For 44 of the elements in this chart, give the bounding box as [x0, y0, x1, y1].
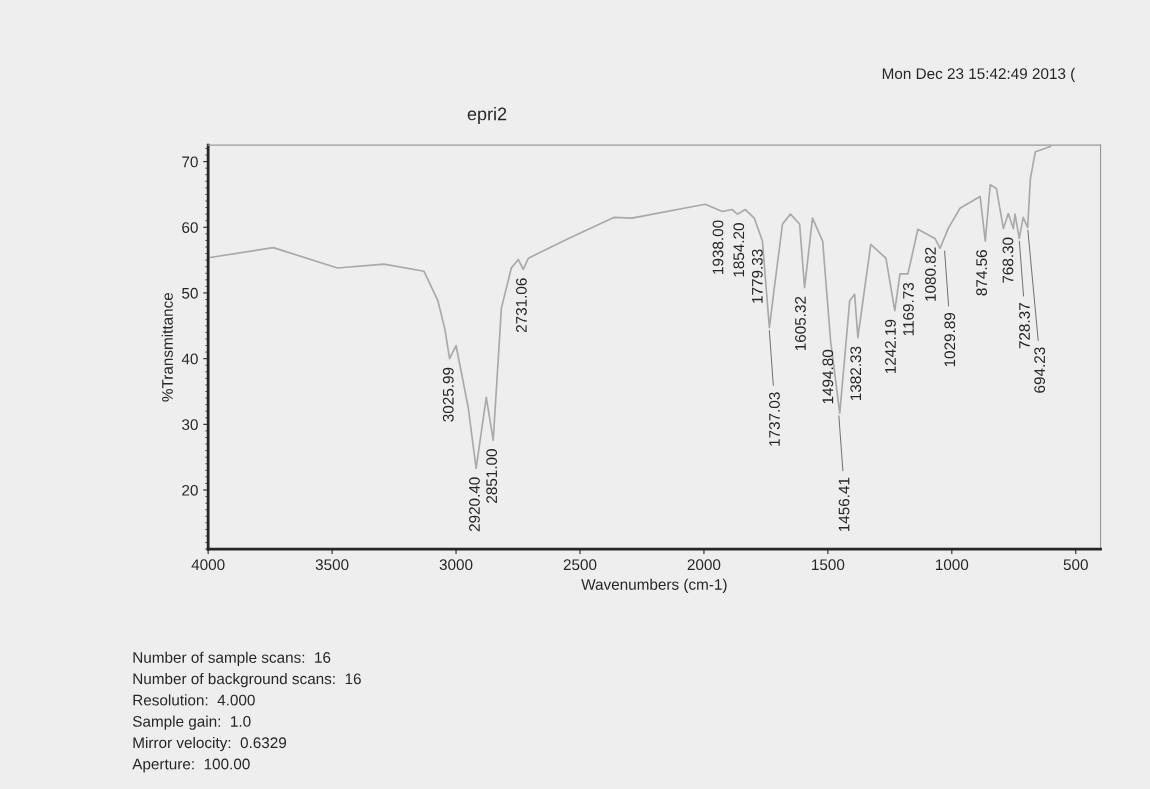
annotation: 768.30 [1002, 237, 1014, 283]
text: Aperture: 100.00 [132, 758, 250, 773]
x-tick-label: 4000 [191, 559, 225, 571]
annotation: 2731.06 [515, 278, 527, 333]
annotation: 1737.03 [769, 392, 780, 446]
text: Sample gain: 1.0 [132, 715, 251, 730]
x-tick-label: 2500 [563, 559, 597, 571]
annotation: 1169.73 [903, 282, 914, 336]
x-tick-label: 2000 [687, 559, 721, 571]
y-tick-label: 60 [182, 222, 198, 233]
chart-title: epri2 [467, 107, 507, 124]
text: Resolution: 4.000 [133, 694, 255, 706]
x-tick-label: 3000 [439, 559, 473, 571]
annotation: 1779.33 [751, 249, 763, 303]
x-tick-label: 3500 [315, 559, 349, 571]
annotation: 694.23 [1034, 347, 1046, 393]
annotation: 1382.33 [850, 346, 862, 401]
text: Number of sample scans: 16 [133, 651, 331, 666]
annotation: 1605.32 [795, 296, 806, 351]
annotation: 1242.19 [885, 319, 896, 374]
annotation: 874.56 [976, 250, 988, 296]
y-tick-label: 70 [182, 156, 198, 168]
y-tick-label: 40 [181, 353, 198, 365]
annotation: 1029.89 [944, 312, 956, 367]
text: Mon Dec 23 15:42:49 2013 ( [882, 67, 1076, 83]
annotation: 1456.41 [838, 477, 850, 532]
annotation: 3025.99 [442, 367, 454, 422]
text: Mirror velocity: 0.6329 [133, 736, 287, 752]
y-tick-label: 50 [182, 287, 198, 299]
y-tick-label: 30 [182, 419, 198, 431]
annotation: 1080.82 [925, 247, 936, 301]
y-axis-title: %Transmittance [161, 292, 173, 402]
text: Number of background scans: 16 [133, 673, 361, 688]
annotation: 1938.00 [712, 220, 724, 274]
x-axis-title: Wavenumbers (cm-1) [581, 578, 727, 593]
x-tick-label: 1000 [935, 559, 969, 571]
x-tick-label: 500 [1063, 559, 1088, 571]
annotation: 2920.40 [469, 477, 480, 532]
annotation: 728.37 [1019, 303, 1030, 349]
y-tick-label: 20 [182, 484, 198, 496]
x-tick-label: 1500 [812, 559, 845, 571]
annotation: 1494.80 [822, 349, 834, 404]
annotation: 1854.20 [733, 223, 745, 277]
annotation: 2851.00 [486, 449, 498, 503]
